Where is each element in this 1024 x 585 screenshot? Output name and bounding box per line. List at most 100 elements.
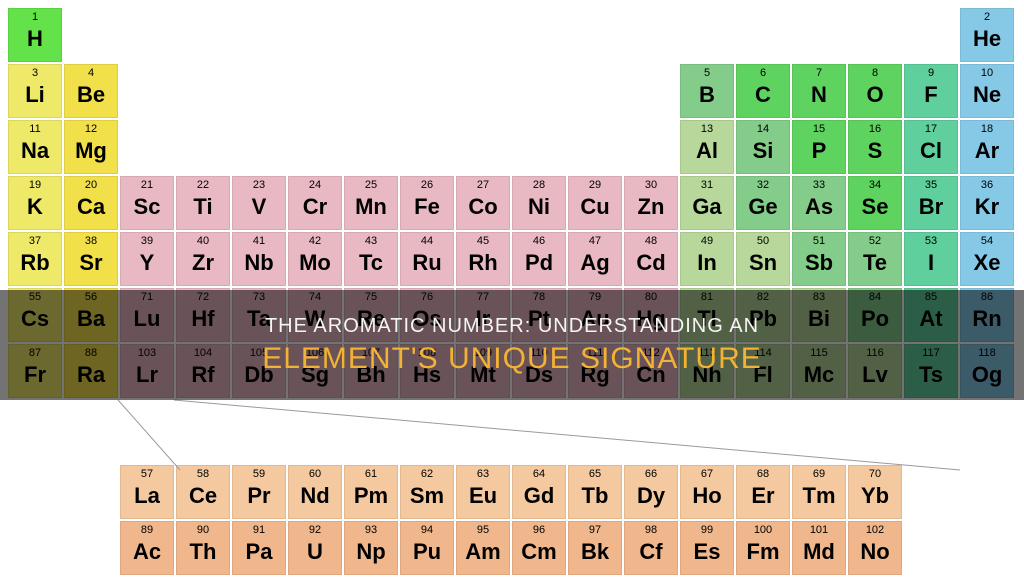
atomic-number: 39 bbox=[121, 235, 173, 247]
element-symbol: Pd bbox=[525, 250, 553, 276]
element-symbol: Mn bbox=[355, 194, 387, 220]
element-cell-fm: 100Fm bbox=[736, 521, 790, 575]
element-symbol: Be bbox=[77, 82, 105, 108]
empty-cell bbox=[288, 8, 342, 62]
atomic-number: 20 bbox=[65, 179, 117, 191]
atomic-number: 16 bbox=[849, 123, 901, 135]
atomic-number: 40 bbox=[177, 235, 229, 247]
periodic-row: 57La58Ce59Pr60Nd61Pm62Sm63Eu64Gd65Tb66Dy… bbox=[120, 465, 1016, 519]
atomic-number: 92 bbox=[289, 524, 341, 536]
element-cell-np: 93 Np bbox=[344, 521, 398, 575]
atomic-number: 31 bbox=[681, 179, 733, 191]
element-cell-br: 35Br bbox=[904, 176, 958, 230]
empty-cell bbox=[176, 8, 230, 62]
element-cell-he: 2He bbox=[960, 8, 1014, 62]
element-cell-er: 68Er bbox=[736, 465, 790, 519]
empty-cell bbox=[624, 8, 678, 62]
atomic-number: 63 bbox=[457, 468, 509, 480]
empty-cell bbox=[120, 120, 174, 174]
element-symbol: C bbox=[755, 82, 771, 108]
atomic-number: 11 bbox=[9, 123, 61, 135]
periodic-row: 19K20Ca21Sc22Ti23V24Cr25Mn26Fe27Co28Ni29… bbox=[8, 176, 1016, 230]
empty-cell bbox=[736, 8, 790, 62]
atomic-number: 89 bbox=[121, 524, 173, 536]
empty-cell bbox=[680, 8, 734, 62]
element-symbol: Ga bbox=[692, 194, 721, 220]
element-symbol: Al bbox=[696, 138, 718, 164]
empty-cell bbox=[400, 120, 454, 174]
element-cell-sn: 50Sn bbox=[736, 232, 790, 286]
empty-cell bbox=[232, 8, 286, 62]
atomic-number: 42 bbox=[289, 235, 341, 247]
atomic-number: 65 bbox=[569, 468, 621, 480]
element-cell-cl: 17Cl bbox=[904, 120, 958, 174]
title-line1: THE AROMATIC NUMBER: UNDERSTANDING AN bbox=[265, 315, 759, 338]
element-symbol: Te bbox=[863, 250, 887, 276]
element-cell-gd: 64 Gd bbox=[512, 465, 566, 519]
element-symbol: Np bbox=[356, 539, 385, 565]
element-cell-cr: 24Cr bbox=[288, 176, 342, 230]
empty-cell bbox=[456, 8, 510, 62]
atomic-number: 30 bbox=[625, 179, 677, 191]
element-symbol: Yb bbox=[861, 483, 889, 509]
atomic-number: 25 bbox=[345, 179, 397, 191]
empty-cell bbox=[792, 8, 846, 62]
atomic-number: 22 bbox=[177, 179, 229, 191]
element-symbol: Xe bbox=[974, 250, 1001, 276]
element-cell-in: 49In bbox=[680, 232, 734, 286]
element-cell-pa: 91Pa bbox=[232, 521, 286, 575]
element-cell-li: 3Li bbox=[8, 64, 62, 118]
atomic-number: 19 bbox=[9, 179, 61, 191]
element-symbol: Cl bbox=[920, 138, 942, 164]
element-cell-kr: 36Kr bbox=[960, 176, 1014, 230]
empty-cell bbox=[232, 120, 286, 174]
atomic-number: 93 bbox=[345, 524, 397, 536]
periodic-table-fblock: 57La58Ce59Pr60Nd61Pm62Sm63Eu64Gd65Tb66Dy… bbox=[120, 465, 1016, 577]
element-cell-mg: 12Mg bbox=[64, 120, 118, 174]
element-symbol: Ag bbox=[580, 250, 609, 276]
empty-cell bbox=[120, 64, 174, 118]
atomic-number: 2 bbox=[961, 11, 1013, 23]
empty-cell bbox=[64, 8, 118, 62]
empty-cell bbox=[512, 120, 566, 174]
element-symbol: Md bbox=[803, 539, 835, 565]
element-symbol: Fe bbox=[414, 194, 440, 220]
empty-cell bbox=[456, 64, 510, 118]
element-symbol: Rh bbox=[468, 250, 497, 276]
atomic-number: 24 bbox=[289, 179, 341, 191]
atomic-number: 44 bbox=[401, 235, 453, 247]
element-cell-sb: 51Sb bbox=[792, 232, 846, 286]
element-symbol: Si bbox=[753, 138, 774, 164]
atomic-number: 29 bbox=[569, 179, 621, 191]
element-cell-th: 90Th bbox=[176, 521, 230, 575]
element-symbol: Nb bbox=[244, 250, 273, 276]
atomic-number: 41 bbox=[233, 235, 285, 247]
atomic-number: 64 bbox=[513, 468, 565, 480]
element-symbol: Cu bbox=[580, 194, 609, 220]
atomic-number: 47 bbox=[569, 235, 621, 247]
atomic-number: 70 bbox=[849, 468, 901, 480]
element-cell-cm: 96Cm bbox=[512, 521, 566, 575]
element-cell-ac: 89Ac bbox=[120, 521, 174, 575]
element-cell-b: 5B bbox=[680, 64, 734, 118]
element-symbol: Gd bbox=[524, 483, 555, 509]
element-symbol: Ti bbox=[193, 194, 212, 220]
empty-cell bbox=[344, 120, 398, 174]
element-symbol: Co bbox=[468, 194, 497, 220]
element-cell-si: 14Si bbox=[736, 120, 790, 174]
atomic-number: 45 bbox=[457, 235, 509, 247]
atomic-number: 1 bbox=[9, 11, 61, 23]
atomic-number: 60 bbox=[289, 468, 341, 480]
element-cell-cd: 48Cd bbox=[624, 232, 678, 286]
atomic-number: 34 bbox=[849, 179, 901, 191]
atomic-number: 57 bbox=[121, 468, 173, 480]
element-symbol: H bbox=[27, 26, 43, 52]
atomic-number: 101 bbox=[793, 524, 845, 536]
element-cell-f: 9F bbox=[904, 64, 958, 118]
element-cell-o: 8O bbox=[848, 64, 902, 118]
periodic-row: 37Rb38Sr39Y40Zr41Nb42Mo43Tc44Ru45Rh46Pd4… bbox=[8, 232, 1016, 286]
element-symbol: Pr bbox=[247, 483, 270, 509]
element-cell-mn: 25 Mn bbox=[344, 176, 398, 230]
element-cell-yb: 70 Yb bbox=[848, 465, 902, 519]
element-cell-pu: 94Pu bbox=[400, 521, 454, 575]
